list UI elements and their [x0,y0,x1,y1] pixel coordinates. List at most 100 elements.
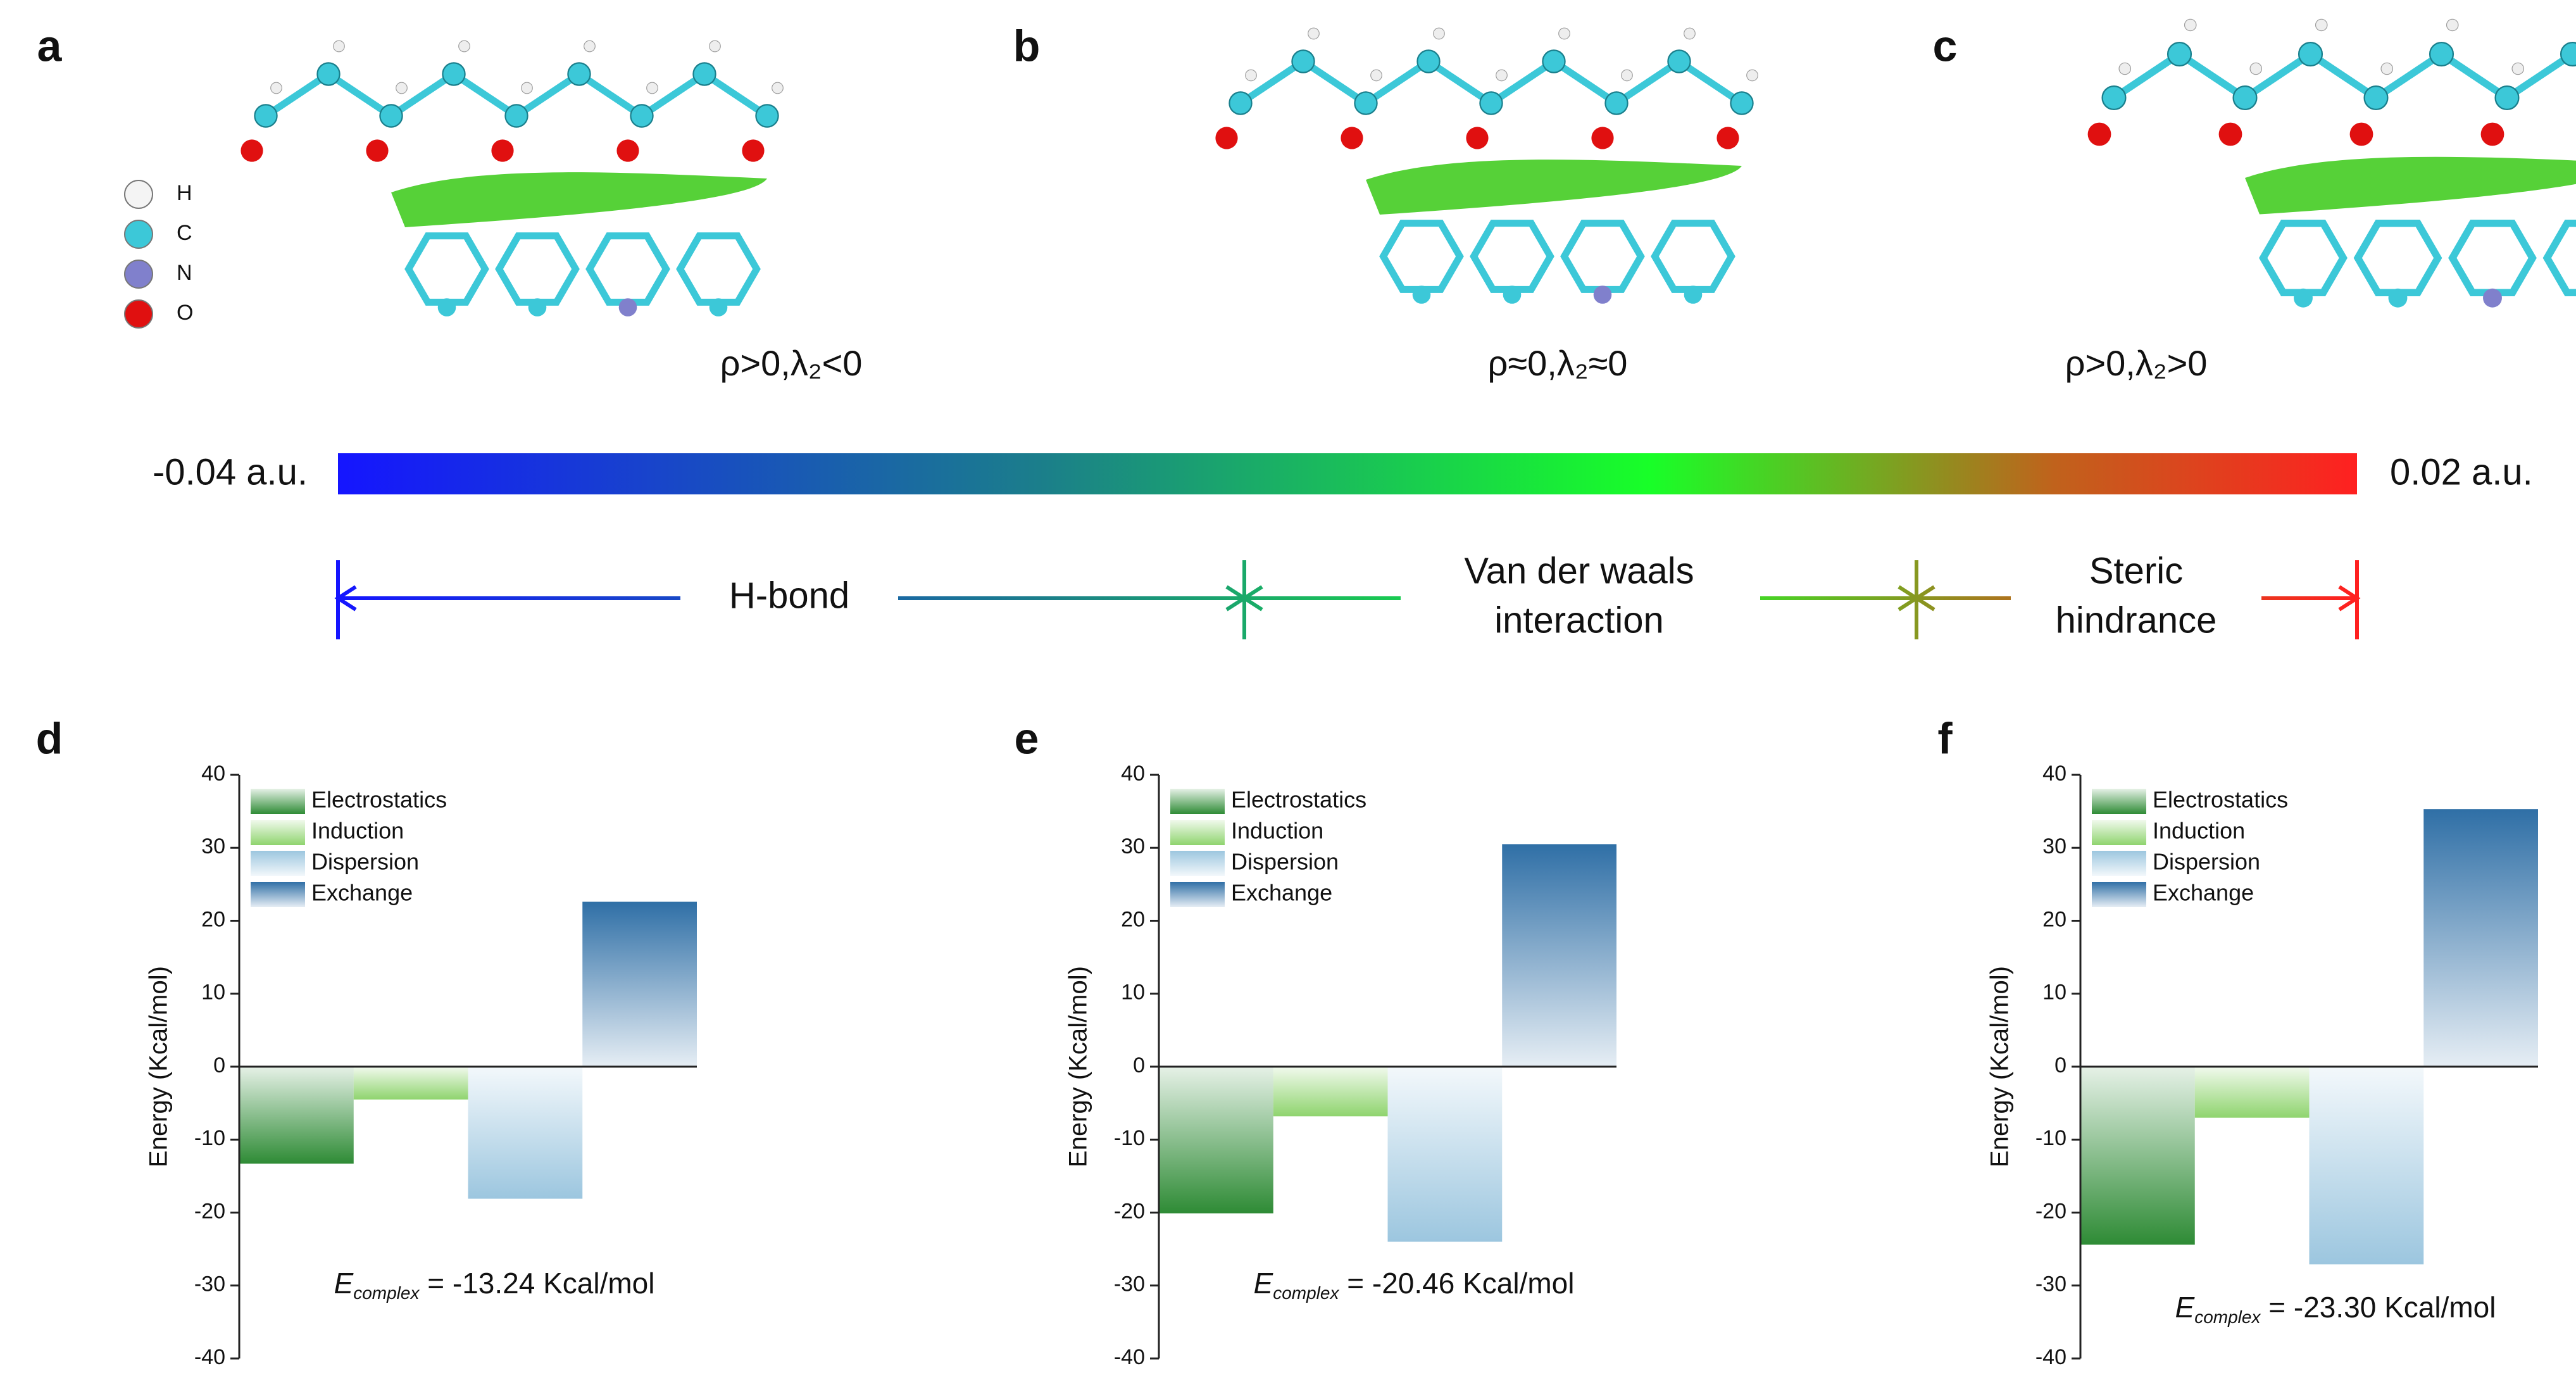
legend-label: Induction [2153,818,2245,844]
atom [396,82,408,94]
ring [2542,219,2576,297]
isosurface [1366,160,1742,215]
atom [1341,127,1363,149]
bar [2423,809,2538,1067]
atom-label: C [177,221,192,245]
atom [1716,127,1739,149]
y-tick-label: -30 [1114,1272,1145,1296]
atom [2218,122,2242,146]
legend-swatch [251,789,305,814]
atom [1354,91,1378,115]
annotation: Ecomplex = -23.30 Kcal/mol [2175,1291,2496,1327]
atom [567,62,591,86]
atom [1746,69,1758,82]
legend-label: Exchange [311,880,413,906]
atom [755,104,779,128]
atom [2184,18,2197,32]
annotation: Ecomplex = -20.46 Kcal/mol [1254,1267,1575,1303]
bar [1387,1067,1503,1242]
legend-label: Induction [311,818,404,844]
panel-label: f [1937,713,1953,763]
colorbar-label: -0.04 a.u. [153,451,308,492]
annotation: Ecomplex = -13.24 Kcal/mol [334,1267,655,1303]
atom [2315,18,2328,32]
atom [2249,62,2263,75]
atom [1245,69,1257,82]
atom [1229,91,1253,115]
region-label: interaction [1494,599,1664,641]
region-label: H-bond [729,575,849,616]
atom [528,298,547,317]
atom [2166,41,2192,67]
y-tick-label: -30 [194,1272,225,1296]
atom [1412,285,1431,304]
bar [2194,1067,2310,1118]
ring [2448,219,2537,297]
atom [584,40,596,53]
atom [1604,91,1629,115]
atom [1684,285,1703,304]
atom-swatch [124,260,153,289]
panel-label: c [1933,21,1958,70]
bar [582,901,697,1067]
ring [676,232,761,306]
ring [2353,219,2442,297]
molecule [1215,27,1758,304]
atom [379,104,403,128]
atom [2101,85,2127,111]
y-tick-label: 10 [1121,981,1145,1005]
y-tick-label: 30 [201,834,225,858]
atom [1496,69,1508,82]
atom [1466,127,1489,149]
colorbar [338,453,2357,494]
y-tick-label: -10 [1114,1126,1145,1150]
ring [1560,220,1645,293]
atom [1291,49,1315,73]
atom [2494,85,2520,111]
annotation-text: = -23.30 Kcal/mol [2260,1291,2496,1324]
y-tick-label: -10 [2035,1126,2066,1150]
ring [495,232,580,306]
atom [2480,122,2504,146]
atom [2511,62,2525,75]
atom [2298,41,2323,67]
atom [1542,49,1566,73]
panel-label: b [1013,21,1041,70]
atom [2446,18,2459,32]
bar [1159,1067,1273,1214]
panel-label: e [1015,713,1039,763]
y-axis-title: Energy (Kcal/mol) [1065,966,1092,1167]
molecule [2087,18,2576,308]
atom [709,40,721,53]
atom [1593,285,1612,304]
atom [437,298,456,317]
bar [1502,844,1616,1067]
atom [1215,127,1238,149]
arrow-head [1913,585,1935,612]
atom [2560,41,2576,67]
atom-label: O [177,301,193,325]
y-tick-label: 0 [1133,1053,1145,1077]
ring [2259,219,2348,297]
legend-swatch [1170,820,1225,845]
legend-swatch [251,882,305,907]
atom-swatch [124,180,153,209]
legend-swatch [2092,789,2146,814]
atom [630,104,654,128]
region-label: Van der waals [1464,550,1694,591]
legend-label: Exchange [1231,880,1332,906]
molecule [241,40,784,317]
y-tick-label: 30 [2042,834,2066,858]
atom [772,82,784,94]
atom [1503,285,1522,304]
bar [239,1067,354,1164]
y-tick-label: 30 [1121,834,1145,858]
colorbar-label: 0.02 a.u. [2390,451,2533,492]
annotation-text: = -20.46 Kcal/mol [1339,1267,1574,1300]
atom [618,298,637,317]
y-tick-label: 40 [201,762,225,786]
atom [1308,27,1320,40]
legend-label: Exchange [2153,880,2254,906]
